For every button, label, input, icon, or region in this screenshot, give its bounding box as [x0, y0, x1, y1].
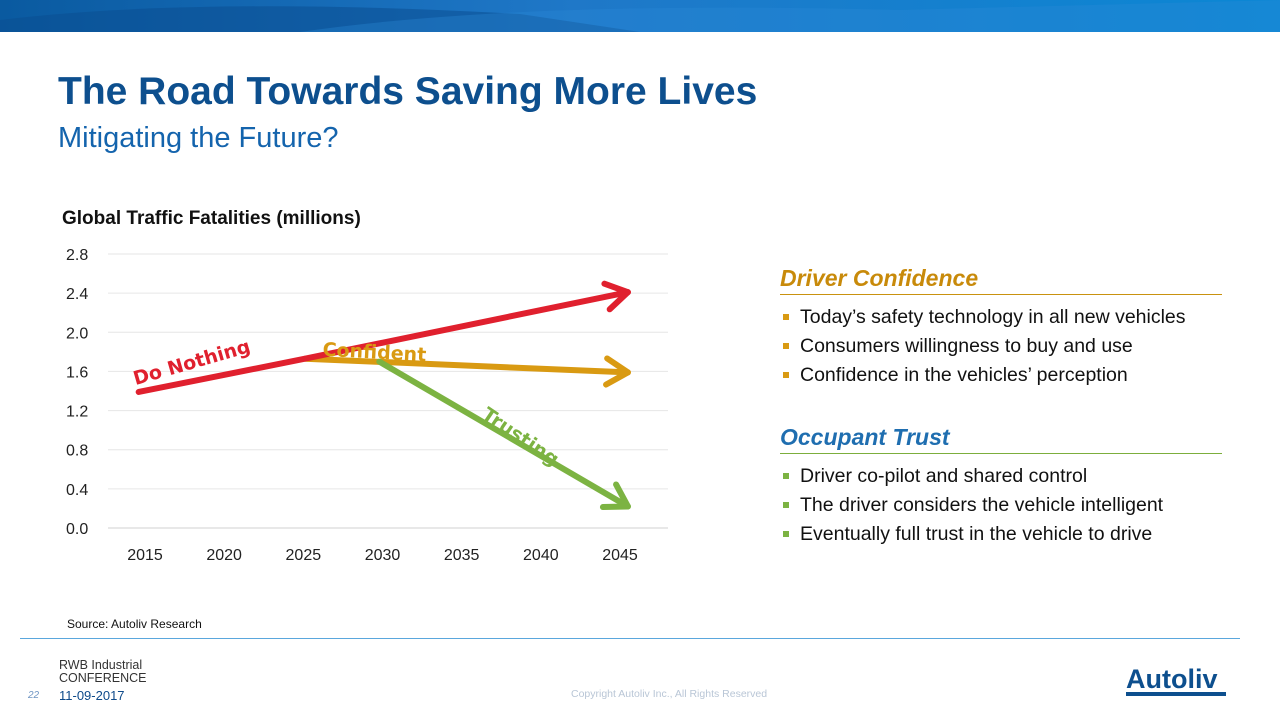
occupant-trust-heading: Occupant Trust — [780, 424, 1222, 454]
x-tick-label: 2015 — [127, 547, 163, 564]
driver-confidence-item: Confidence in the vehicles’ perception — [780, 361, 1222, 390]
top-banner — [0, 0, 1280, 32]
y-tick-label: 0.4 — [66, 482, 88, 499]
y-tick-label: 2.4 — [66, 286, 88, 303]
logo-text: Autoliv — [1126, 664, 1218, 694]
conference-line-1: RWB Industrial — [59, 658, 143, 672]
conference-name: RWB Industrial CONFERENCE — [59, 659, 147, 685]
fatalities-chart: 0.0 0.4 0.8 1.2 1.6 2.0 2.4 2.8 2015 2020 2025 203… — [66, 247, 668, 564]
chart-title: Global Traffic Fatalities (millions) — [62, 208, 361, 229]
y-tick-label: 0.0 — [66, 521, 88, 538]
x-tick-label: 2045 — [602, 547, 638, 564]
footer-divider — [20, 638, 1240, 639]
logo-underline — [1126, 692, 1226, 696]
conference-line-2: CONFERENCE — [59, 671, 147, 685]
slide-subtitle: Mitigating the Future? — [58, 122, 339, 154]
driver-confidence-heading: Driver Confidence — [780, 265, 1222, 295]
occupant-trust-item: Driver co-pilot and shared control — [780, 462, 1222, 491]
trusting-line — [376, 358, 631, 510]
x-tick-label: 2025 — [286, 547, 322, 564]
do-nothing-line — [135, 289, 631, 395]
series-label-confident: Confident — [322, 339, 427, 366]
x-tick-label: 2035 — [444, 547, 480, 564]
y-tick-label: 2.8 — [66, 247, 88, 264]
do-nothing-arrowhead — [601, 280, 631, 313]
x-tick-label: 2030 — [365, 547, 401, 564]
autoliv-logo: Autoliv — [1126, 664, 1226, 696]
presentation-date: 11-09-2017 — [59, 688, 125, 703]
series-label-trusting: Trusting — [478, 403, 563, 470]
occupant-trust-panel: Occupant Trust Driver co-pilot and share… — [780, 424, 1222, 549]
driver-confidence-item: Today’s safety technology in all new veh… — [780, 303, 1222, 332]
copyright-notice: Copyright Autoliv Inc., All Rights Reser… — [571, 688, 768, 700]
driver-confidence-panel: Driver Confidence Today’s safety technol… — [780, 265, 1222, 390]
x-tick-label: 2020 — [206, 547, 242, 564]
driver-confidence-item: Consumers willingness to buy and use — [780, 332, 1222, 361]
y-tick-label: 1.6 — [66, 364, 88, 381]
y-tick-label: 1.2 — [66, 404, 88, 421]
x-tick-label: 2040 — [523, 547, 559, 564]
trusting-arrowhead — [599, 481, 631, 511]
y-tick-label: 0.8 — [66, 443, 88, 460]
page-number: 22 — [28, 690, 40, 701]
occupant-trust-item: The driver considers the vehicle intelli… — [780, 491, 1222, 520]
occupant-trust-item: Eventually full trust in the vehicle to … — [780, 520, 1222, 549]
confident-arrowhead — [603, 355, 631, 388]
source-note: Source: Autoliv Research — [67, 617, 202, 631]
y-tick-label: 2.0 — [66, 325, 88, 342]
slide-title: The Road Towards Saving More Lives — [58, 70, 758, 113]
confident-line — [301, 355, 631, 376]
banner-decoration — [0, 0, 1280, 32]
